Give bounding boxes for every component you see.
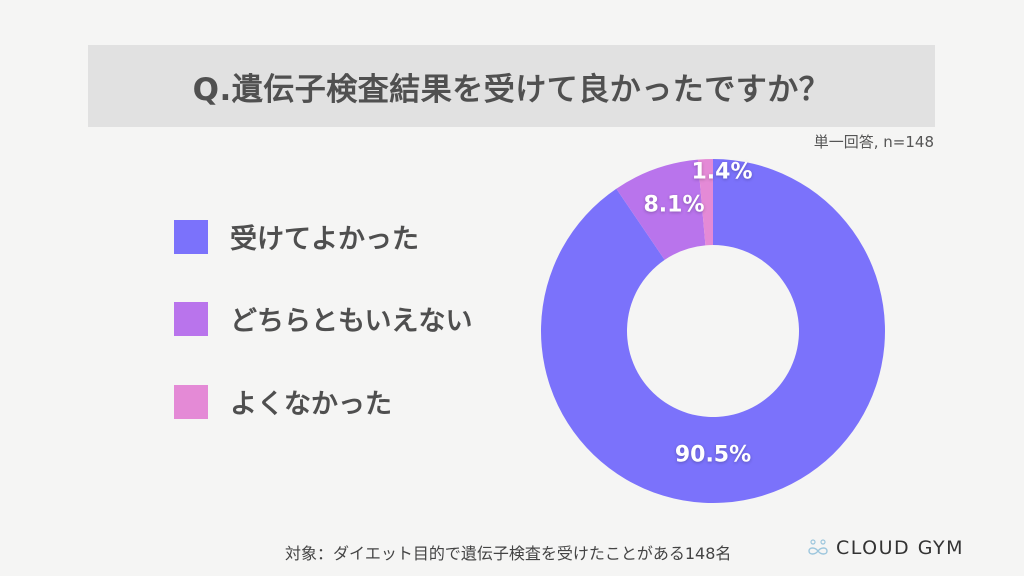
title-banner: Q.遺伝子検査結果を受けて良かったですか？	[88, 45, 935, 127]
donut-svg	[541, 159, 885, 503]
sample-note: 単一回答, n=148	[813, 133, 934, 151]
slice-label-good: 90.5%	[674, 442, 752, 468]
slice-label-neutral: 8.1%	[643, 192, 705, 218]
slice-label-bad: 1.4%	[691, 159, 753, 185]
legend-label: よくなかった	[230, 389, 392, 420]
legend-swatch-good	[174, 219, 208, 254]
brand-name: CLOUD GYM	[836, 537, 964, 559]
target-description: 対象：ダイエット目的で遺伝子検査を受けたことがある148名	[285, 544, 732, 563]
legend-item-bad: よくなかった	[174, 382, 392, 421]
donut-slice-0	[541, 159, 885, 503]
legend-label: 受けてよかった	[230, 224, 419, 255]
legend-swatch-bad	[174, 384, 208, 419]
donut-slice-2	[697, 159, 713, 246]
legend-label: どちらともいえない	[230, 306, 473, 337]
donut-chart: 90.5% 8.1% 1.4%	[540, 158, 886, 504]
chart-title: Q.遺伝子検査結果を受けて良かったですか？	[192, 71, 831, 108]
infinity-people-logo-icon	[808, 539, 828, 555]
legend-item-good: 受けてよかった	[174, 217, 419, 256]
brand-logo: CLOUD GYM	[806, 537, 964, 559]
donut-slice-1	[616, 159, 706, 260]
legend-item-neutral: どちらともいえない	[174, 299, 472, 338]
legend-swatch-neutral	[174, 301, 208, 336]
